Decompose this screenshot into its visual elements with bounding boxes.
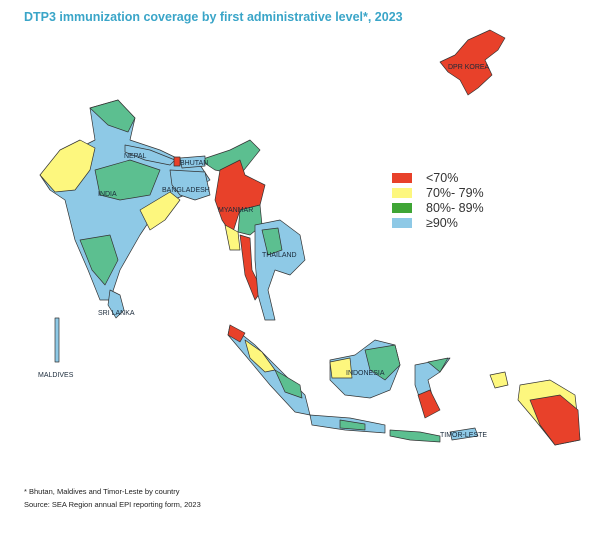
region-india-north-green bbox=[89, 99, 136, 133]
legend-swatch-blue bbox=[392, 217, 412, 228]
region-sumatra-red bbox=[227, 324, 246, 343]
legend-label: <70% bbox=[426, 170, 459, 185]
legend-swatch-red bbox=[392, 172, 412, 183]
legend-item-below-70: <70% bbox=[392, 170, 484, 185]
region-kalimantan-green bbox=[364, 344, 401, 381]
legend-label: 70%- 79% bbox=[426, 185, 484, 200]
label-sri-lanka: SRI LANKA bbox=[98, 310, 135, 317]
map-legend: <70% 70%- 79% 80%- 89% ≥90% bbox=[392, 170, 484, 230]
region-sulawesi-red bbox=[417, 389, 441, 419]
region-maldives bbox=[54, 317, 60, 363]
region-nepal bbox=[124, 144, 176, 166]
region-india-rajasthan-yellow bbox=[39, 139, 96, 193]
region-bangladesh bbox=[169, 169, 211, 201]
region-dpr-korea bbox=[439, 29, 506, 96]
region-timor-leste bbox=[449, 427, 479, 441]
label-dpr-korea: DPR KOREA bbox=[448, 64, 490, 71]
region-sri-lanka bbox=[107, 289, 125, 319]
legend-label: 80%- 89% bbox=[426, 200, 484, 215]
region-java-green bbox=[339, 419, 366, 431]
region-sumatra-green bbox=[274, 369, 303, 399]
label-bhutan: BHUTAN bbox=[180, 160, 208, 167]
region-india-odisha-yellow bbox=[139, 191, 181, 231]
map-title: DTP3 immunization coverage by first admi… bbox=[24, 10, 403, 24]
legend-label: ≥90% bbox=[426, 215, 458, 230]
footnote: * Bhutan, Maldives and Timor-Leste by co… bbox=[24, 487, 180, 496]
region-sikkim-red bbox=[173, 156, 181, 167]
region-thailand bbox=[254, 219, 306, 321]
region-thailand-green bbox=[261, 227, 283, 256]
region-kalimantan-yellow bbox=[329, 357, 353, 379]
legend-swatch-yellow bbox=[392, 187, 412, 198]
region-india-central-green bbox=[94, 159, 161, 201]
region-nusa-tenggara bbox=[389, 429, 441, 443]
label-india: INDIA bbox=[98, 191, 117, 198]
legend-item-70-79: 70%- 79% bbox=[392, 185, 484, 200]
label-myanmar: MYANMAR bbox=[218, 207, 253, 214]
source-note: Source: SEA Region annual EPI reporting … bbox=[24, 500, 201, 509]
label-indonesia: INDONESIA bbox=[346, 370, 385, 377]
region-india-south-green bbox=[79, 234, 119, 286]
region-myanmar-yellow bbox=[224, 224, 241, 251]
legend-item-90-plus: ≥90% bbox=[392, 215, 484, 230]
label-nepal: NEPAL bbox=[124, 153, 147, 160]
region-sumatra-yellow bbox=[244, 339, 276, 373]
legend-item-80-89: 80%- 89% bbox=[392, 200, 484, 215]
region-maluku bbox=[489, 371, 509, 389]
region-sulawesi-green bbox=[427, 357, 449, 373]
label-maldives: MALDIVES bbox=[38, 372, 74, 379]
label-thailand: THAILAND bbox=[262, 252, 297, 259]
region-bhutan bbox=[179, 155, 206, 169]
region-papua-red bbox=[529, 394, 581, 446]
region-india-northeast bbox=[199, 139, 261, 176]
legend-swatch-green bbox=[392, 202, 412, 213]
label-bangladesh: BANGLADESH bbox=[162, 187, 210, 194]
label-timor-leste: TIMOR-LESTE bbox=[440, 432, 487, 439]
